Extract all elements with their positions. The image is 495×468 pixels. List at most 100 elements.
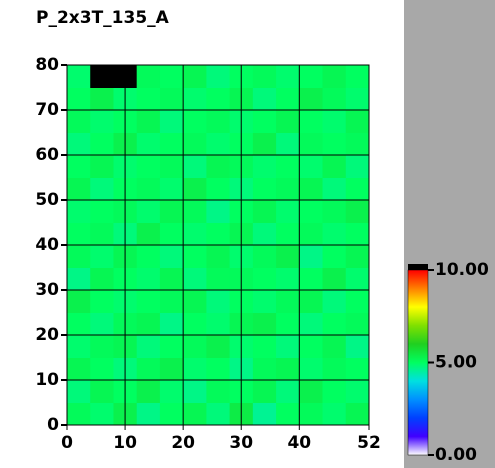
- heatmap-cell: [252, 402, 277, 426]
- heatmap-cell: [206, 357, 231, 381]
- heatmap-cell: [206, 200, 231, 223]
- heatmap-cell: [67, 87, 91, 111]
- colorbar-tick-label: 0.00: [435, 445, 477, 465]
- chart-title: P_2x3T_135_A: [36, 8, 170, 28]
- heatmap-cell: [252, 110, 277, 133]
- heatmap-cell: [183, 110, 207, 133]
- heatmap-cell: [67, 380, 91, 403]
- heatmap-cell: [206, 110, 231, 133]
- heatmap-cell: [299, 402, 324, 426]
- heatmap-cell: [206, 312, 231, 336]
- heatmap-cell: [299, 267, 324, 291]
- heatmap-cell: [299, 177, 324, 201]
- heatmap-cell: [322, 245, 347, 268]
- heatmap-cell: [322, 87, 347, 111]
- heatmap-cell: [299, 245, 324, 268]
- heatmap-cell: [90, 245, 114, 268]
- heatmap-cell: [276, 177, 300, 201]
- heatmap-cell: [90, 132, 114, 156]
- heatmap-cell: [136, 335, 161, 358]
- heatmap-cell: [183, 245, 207, 268]
- heatmap-cell: [252, 177, 277, 201]
- heatmap-cell: [183, 132, 207, 156]
- heatmap-cell: [90, 110, 114, 133]
- heatmap-cell: [276, 155, 300, 178]
- heatmap-cell: [90, 222, 114, 246]
- heatmap-cell: [159, 200, 184, 223]
- heatmap-cell: [345, 132, 370, 156]
- heatmap-cell: [299, 110, 324, 133]
- heatmap-cell: [276, 245, 300, 268]
- colorbar-tick-label: 5.00: [435, 353, 477, 373]
- heatmap-cell: [136, 110, 161, 133]
- heatmap-cell: [183, 312, 207, 336]
- heatmap-cell: [136, 200, 161, 223]
- heatmap-cell: [136, 312, 161, 336]
- heatmap-cell: [206, 155, 231, 178]
- heatmap-cell: [252, 222, 277, 246]
- heatmap-cell: [345, 222, 370, 246]
- heatmap-cell: [183, 380, 207, 403]
- heatmap-cell: [90, 312, 114, 336]
- heatmap-cell: [90, 87, 114, 111]
- heatmap-cell: [345, 357, 370, 381]
- heatmap-cell: [67, 177, 91, 201]
- heatmap-cell: [322, 267, 347, 291]
- y-tick-label: 0: [47, 415, 59, 435]
- x-tick-label: 20: [171, 433, 195, 453]
- heatmap-cell: [322, 290, 347, 313]
- heatmap-cell: [345, 402, 370, 426]
- heatmap-cell: [322, 177, 347, 201]
- heatmap-cell: [159, 110, 184, 133]
- heatmap-cell: [136, 65, 161, 88]
- heatmap-cell: [136, 155, 161, 178]
- heatmap-cell: [183, 335, 207, 358]
- heatmap-cell: [183, 290, 207, 313]
- heatmap-cell: [322, 200, 347, 223]
- heatmap-cell: [90, 65, 114, 88]
- x-tick-label: 30: [229, 433, 253, 453]
- heatmap-cell: [159, 357, 184, 381]
- heatmap-cell: [136, 267, 161, 291]
- heatmap-cell: [276, 357, 300, 381]
- heatmap-cell: [159, 222, 184, 246]
- heatmap-cell: [67, 357, 91, 381]
- heatmap-cell: [206, 380, 231, 403]
- heatmap-cell: [159, 155, 184, 178]
- heatmap-cell: [252, 335, 277, 358]
- heatmap-cell: [159, 177, 184, 201]
- heatmap-cell: [183, 87, 207, 111]
- heatmap-cell: [299, 357, 324, 381]
- heatmap-cell: [206, 222, 231, 246]
- heatmap-cell: [183, 177, 207, 201]
- heatmap-cell: [345, 110, 370, 133]
- y-tick-label: 10: [35, 370, 59, 390]
- colorbar-over: [408, 264, 428, 270]
- x-tick-label: 10: [113, 433, 137, 453]
- y-tick-label: 80: [35, 55, 59, 75]
- heatmap-cell: [183, 222, 207, 246]
- y-tick-label: 20: [35, 325, 59, 345]
- heatmap-cell: [159, 290, 184, 313]
- heatmap-cell: [136, 87, 161, 111]
- heatmap-cell: [67, 290, 91, 313]
- heatmap-cell: [322, 65, 347, 88]
- heatmap-cell: [299, 155, 324, 178]
- heatmap-cell: [67, 222, 91, 246]
- y-tick-label: 40: [35, 235, 59, 255]
- heatmap-cell: [322, 402, 347, 426]
- heatmap-cell: [90, 357, 114, 381]
- heatmap-cell: [206, 65, 231, 88]
- x-tick-label: 52: [357, 433, 381, 453]
- heatmap-cell: [206, 177, 231, 201]
- heatmap-cell: [159, 87, 184, 111]
- heatmap-cell: [67, 335, 91, 358]
- heatmap-cell: [206, 267, 231, 291]
- heatmap-cell: [276, 335, 300, 358]
- heatmap-cell: [322, 155, 347, 178]
- heatmap-cell: [252, 312, 277, 336]
- heatmap-cell: [206, 87, 231, 111]
- heatmap-cell: [136, 357, 161, 381]
- heatmap-cell: [67, 312, 91, 336]
